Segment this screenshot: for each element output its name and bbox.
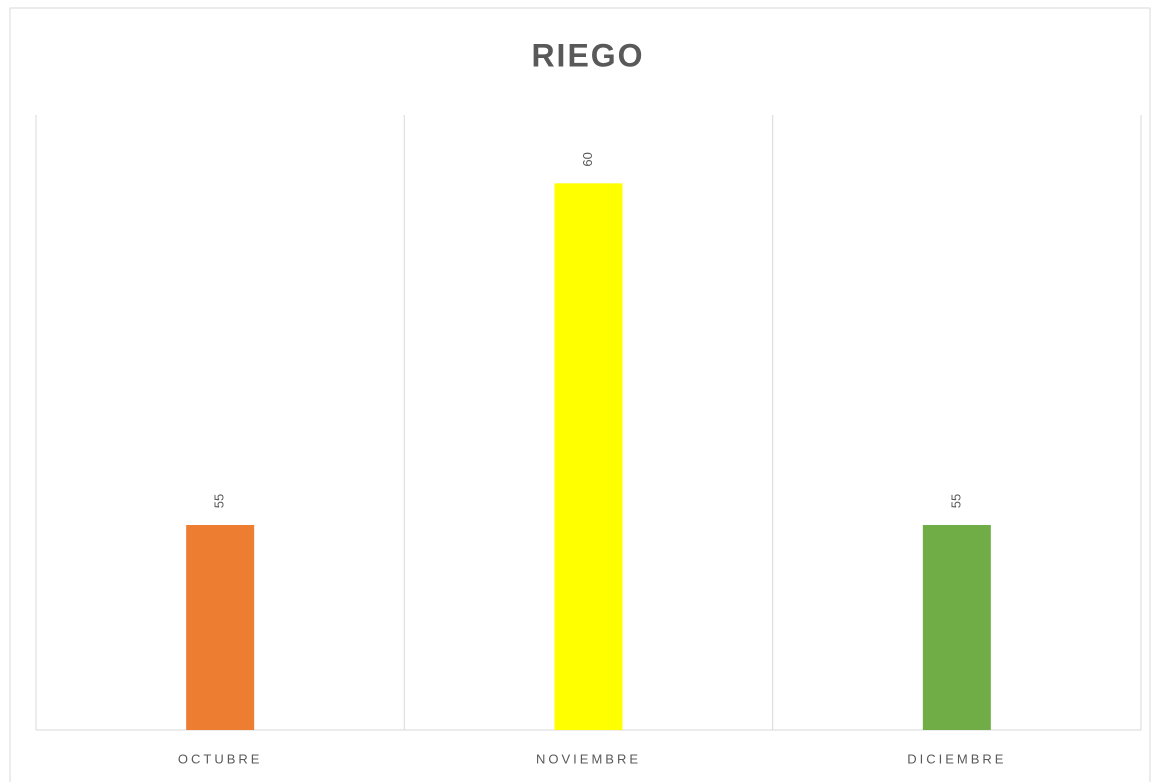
x-tick-label: OCTUBRE [178, 751, 263, 766]
bar [922, 525, 991, 730]
bar [186, 525, 255, 730]
chart-title: RIEGO [531, 37, 644, 73]
bar [554, 183, 623, 731]
value-label: 55 [212, 494, 227, 508]
value-label: 60 [580, 152, 595, 166]
value-label: 55 [948, 494, 963, 508]
x-tick-label: DICIEMBRE [907, 751, 1006, 766]
x-tick-label: NOVIEMBRE [536, 751, 641, 766]
